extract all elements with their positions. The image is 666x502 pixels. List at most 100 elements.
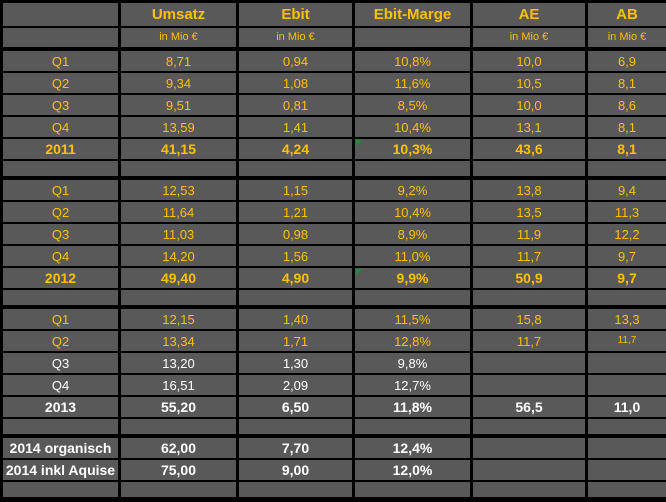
cell[interactable]: 15,8 — [472, 307, 587, 330]
cell[interactable]: 13,20 — [120, 352, 238, 374]
cell[interactable]: 11,64 — [120, 201, 238, 223]
header-cell[interactable]: AE — [472, 2, 587, 28]
cell[interactable]: 9,7 — [587, 267, 666, 289]
cell[interactable]: Q1 — [2, 178, 120, 201]
cell[interactable] — [587, 352, 666, 374]
cell[interactable]: 4,24 — [238, 138, 354, 160]
subheader-cell[interactable]: in Mio € — [587, 27, 666, 49]
cell[interactable]: 2014 organisch — [2, 436, 120, 459]
cell[interactable] — [472, 418, 587, 436]
cell[interactable] — [587, 481, 666, 500]
cell[interactable]: 55,20 — [120, 396, 238, 418]
cell[interactable]: 2014 inkl Aquise — [2, 459, 120, 481]
subheader-cell[interactable]: in Mio € — [120, 27, 238, 49]
cell[interactable]: Q2 — [2, 72, 120, 94]
cell[interactable] — [472, 436, 587, 459]
cell[interactable]: 11,5% — [354, 307, 472, 330]
cell[interactable] — [238, 481, 354, 500]
cell[interactable]: 8,71 — [120, 49, 238, 72]
cell[interactable]: 9,8% — [354, 352, 472, 374]
cell[interactable]: 9,00 — [238, 459, 354, 481]
cell[interactable]: 11,0 — [587, 396, 666, 418]
cell[interactable]: 10,0 — [472, 94, 587, 116]
cell[interactable]: 10,4% — [354, 201, 472, 223]
cell[interactable] — [120, 160, 238, 178]
cell[interactable]: 11,0% — [354, 245, 472, 267]
cell[interactable]: 1,41 — [238, 116, 354, 138]
cell[interactable] — [472, 459, 587, 481]
cell[interactable]: 8,1 — [587, 116, 666, 138]
cell[interactable]: 50,9 — [472, 267, 587, 289]
cell[interactable]: 2012 — [2, 267, 120, 289]
cell[interactable]: 0,98 — [238, 223, 354, 245]
cell[interactable]: 12,7% — [354, 374, 472, 396]
cell[interactable]: 10,5 — [472, 72, 587, 94]
cell[interactable] — [120, 481, 238, 500]
cell[interactable] — [238, 289, 354, 307]
cell[interactable]: Q1 — [2, 49, 120, 72]
cell[interactable] — [354, 289, 472, 307]
cell[interactable]: 13,34 — [120, 330, 238, 352]
cell[interactable] — [472, 374, 587, 396]
cell[interactable]: 12,53 — [120, 178, 238, 201]
cell[interactable]: 13,59 — [120, 116, 238, 138]
cell[interactable] — [2, 289, 120, 307]
cell[interactable]: 9,2% — [354, 178, 472, 201]
cell[interactable]: 1,30 — [238, 352, 354, 374]
cell[interactable]: 8,5% — [354, 94, 472, 116]
header-cell[interactable]: Ebit — [238, 2, 354, 28]
cell[interactable]: 13,5 — [472, 201, 587, 223]
cell[interactable]: 1,15 — [238, 178, 354, 201]
cell[interactable]: 14,20 — [120, 245, 238, 267]
cell[interactable]: 13,8 — [472, 178, 587, 201]
cell[interactable]: 11,3 — [587, 201, 666, 223]
header-cell[interactable]: Umsatz — [120, 2, 238, 28]
cell[interactable]: 56,5 — [472, 396, 587, 418]
cell[interactable]: 9,51 — [120, 94, 238, 116]
cell[interactable] — [587, 374, 666, 396]
cell[interactable]: 9,7 — [587, 245, 666, 267]
cell[interactable]: 8,1 — [587, 138, 666, 160]
cell[interactable] — [238, 160, 354, 178]
cell[interactable]: 12,4% — [354, 436, 472, 459]
cell[interactable]: 12,15 — [120, 307, 238, 330]
cell[interactable] — [2, 481, 120, 500]
cell[interactable]: 9,9% — [354, 267, 472, 289]
cell[interactable]: 11,7 — [587, 330, 666, 352]
cell[interactable]: 49,40 — [120, 267, 238, 289]
cell[interactable] — [120, 289, 238, 307]
cell[interactable]: 12,0% — [354, 459, 472, 481]
cell[interactable]: 11,7 — [472, 245, 587, 267]
cell[interactable]: 2013 — [2, 396, 120, 418]
header-cell[interactable]: AB — [587, 2, 666, 28]
cell[interactable] — [2, 160, 120, 178]
cell[interactable]: 16,51 — [120, 374, 238, 396]
cell[interactable]: Q4 — [2, 374, 120, 396]
subheader-cell[interactable] — [2, 27, 120, 49]
cell[interactable]: 11,9 — [472, 223, 587, 245]
cell[interactable] — [587, 289, 666, 307]
cell[interactable]: 0,81 — [238, 94, 354, 116]
cell[interactable] — [472, 289, 587, 307]
cell[interactable]: 10,4% — [354, 116, 472, 138]
header-cell[interactable] — [2, 2, 120, 28]
cell[interactable]: 1,21 — [238, 201, 354, 223]
cell[interactable]: 4,90 — [238, 267, 354, 289]
cell[interactable]: 1,56 — [238, 245, 354, 267]
cell[interactable]: 10,8% — [354, 49, 472, 72]
cell[interactable]: 41,15 — [120, 138, 238, 160]
cell[interactable] — [587, 459, 666, 481]
cell[interactable]: 13,1 — [472, 116, 587, 138]
header-cell[interactable]: Ebit-Marge — [354, 2, 472, 28]
cell[interactable]: 8,1 — [587, 72, 666, 94]
cell[interactable]: 0,94 — [238, 49, 354, 72]
cell[interactable]: 43,6 — [472, 138, 587, 160]
cell[interactable]: Q1 — [2, 307, 120, 330]
cell[interactable]: 10,3% — [354, 138, 472, 160]
cell[interactable] — [354, 418, 472, 436]
cell[interactable]: 13,3 — [587, 307, 666, 330]
cell[interactable]: 6,9 — [587, 49, 666, 72]
cell[interactable]: 9,34 — [120, 72, 238, 94]
cell[interactable]: Q4 — [2, 245, 120, 267]
cell[interactable]: 2,09 — [238, 374, 354, 396]
